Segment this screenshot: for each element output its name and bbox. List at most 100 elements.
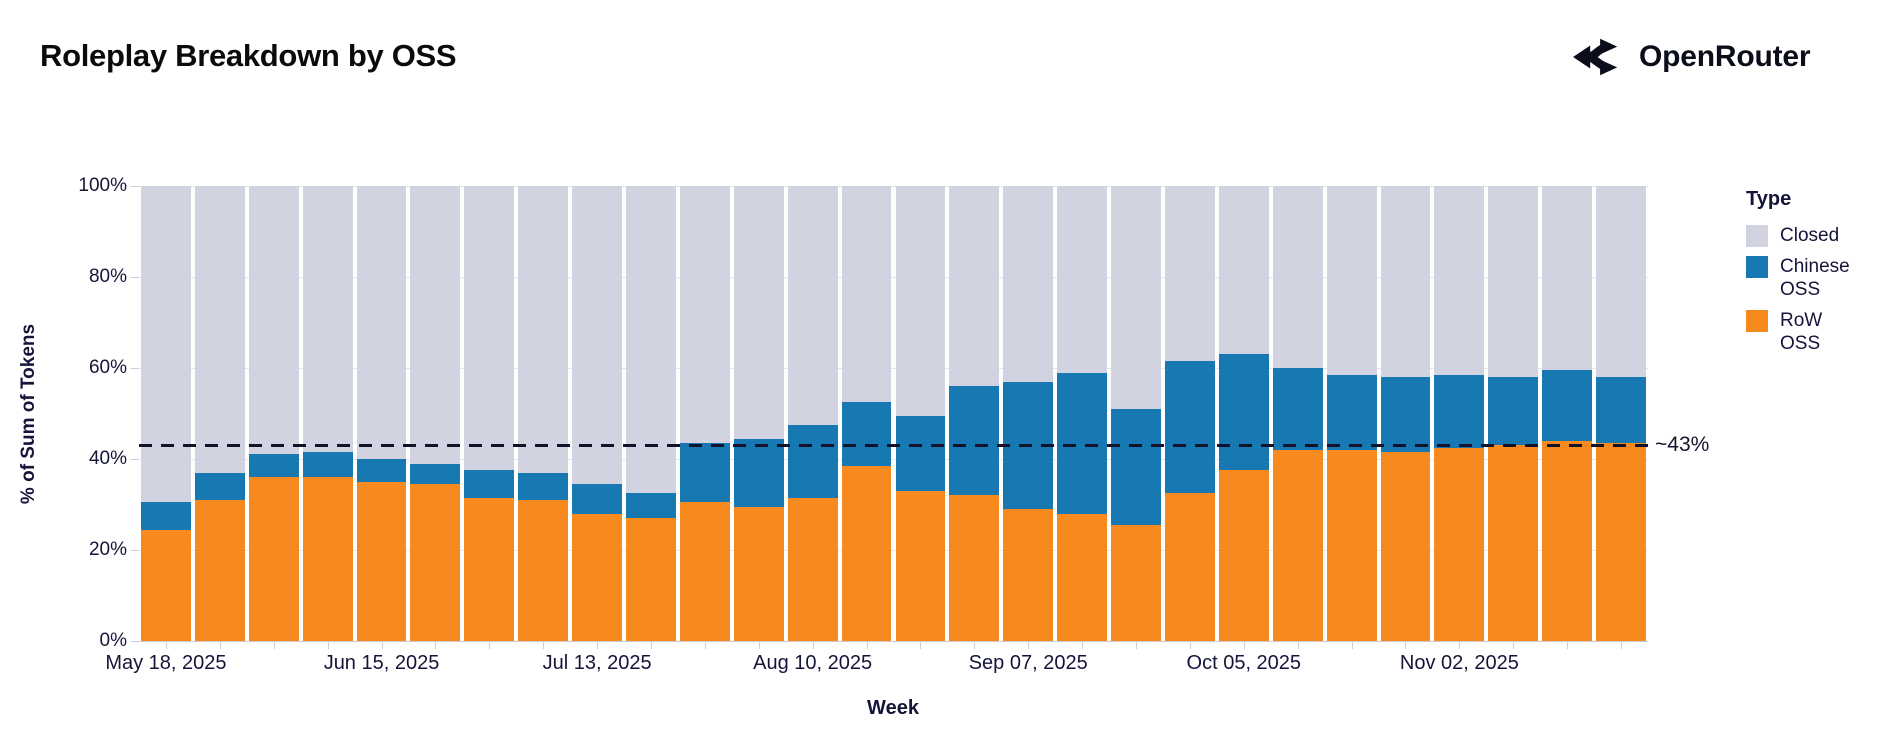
- bar-aug-24-2025: [894, 186, 948, 641]
- bar-segment-closed: [464, 186, 515, 471]
- bar-segment-chinese-oss: [518, 472, 569, 500]
- bar-segment-row-oss: [1111, 524, 1161, 641]
- x-tick-mark-6: [489, 641, 491, 649]
- y-axis-title: % of Sum of Tokens: [18, 323, 39, 504]
- x-tick-mark-15: [974, 641, 976, 649]
- bar-jun-29-2025: [462, 186, 516, 641]
- bar-segment-closed: [1542, 186, 1593, 371]
- legend-items: Closed Chinese OSS RoW OSS: [1746, 225, 1866, 355]
- bar-jul-27-2025: [678, 186, 732, 641]
- bar-segment-chinese-oss: [787, 424, 838, 498]
- y-tick-label-80: 80%: [88, 266, 127, 287]
- x-tick-mark-22: [1351, 641, 1353, 649]
- bar-segment-row-oss: [1218, 470, 1269, 641]
- bar-segment-row-oss: [679, 502, 730, 641]
- bar-segment-closed: [733, 186, 784, 439]
- bar-segment-closed: [1003, 186, 1054, 382]
- bar-segment-closed: [1434, 186, 1485, 375]
- bar-segment-closed: [302, 186, 353, 453]
- bar-segment-closed: [1380, 186, 1431, 378]
- y-tick-label-40: 40%: [88, 448, 127, 469]
- x-axis-title: Week: [867, 697, 919, 719]
- bar-segment-chinese-oss: [248, 454, 299, 478]
- x-tick-mark-4: [381, 641, 383, 649]
- bar-segment-closed: [356, 186, 407, 459]
- bar-segment-chinese-oss: [141, 502, 191, 530]
- bar-oct-19-2025: [1325, 186, 1379, 641]
- bar-segment-chinese-oss: [1164, 361, 1215, 494]
- legend: Type Closed Chinese OSS RoW OSS: [1746, 188, 1866, 355]
- legend-item-chinese-oss: Chinese OSS: [1746, 256, 1866, 301]
- x-tick-label-aug-10-2025: Aug 10, 2025: [753, 652, 873, 674]
- bar-jun-15-2025: [355, 186, 409, 641]
- bar-segment-chinese-oss: [1434, 374, 1485, 448]
- gridline-80: [139, 276, 1648, 278]
- bar-segment-closed: [410, 186, 461, 464]
- page-title: Roleplay Breakdown by OSS: [40, 38, 457, 73]
- x-tick-mark-24: [1459, 641, 1461, 649]
- y-axis-title-wrap: % of Sum of Tokens: [14, 186, 44, 641]
- bar-jul-20-2025: [624, 186, 678, 641]
- bar-jul-13-2025: [570, 186, 624, 641]
- bar-segment-row-oss: [302, 477, 353, 641]
- bar-segment-row-oss: [572, 513, 623, 641]
- legend-label: RoW OSS: [1780, 310, 1823, 354]
- bar-aug-10-2025: [786, 186, 840, 641]
- bar-segment-chinese-oss: [194, 472, 245, 500]
- x-tick-mark-23: [1405, 641, 1407, 649]
- x-tick-mark-25: [1513, 641, 1515, 649]
- bar-segment-chinese-oss: [626, 493, 676, 519]
- x-tick-label-oct-05-2025: Oct 05, 2025: [1186, 652, 1302, 674]
- legend-label: Closed: [1780, 225, 1840, 246]
- bar-segment-row-oss: [1326, 449, 1377, 641]
- bar-segment-row-oss: [141, 529, 191, 641]
- bar-aug-31-2025: [947, 186, 1001, 641]
- brand-name: OpenRouter: [1639, 40, 1811, 73]
- bar-segment-closed: [841, 186, 892, 403]
- bar-segment-chinese-oss: [1057, 372, 1108, 514]
- bar-segment-closed: [1326, 186, 1377, 375]
- bar-segment-row-oss: [1380, 452, 1431, 641]
- bar-segment-row-oss: [248, 477, 299, 641]
- legend-item-row-oss: RoW OSS: [1746, 310, 1866, 355]
- bar-jun-01-2025: [247, 186, 301, 641]
- bar-segment-closed: [1111, 186, 1161, 409]
- bar-nov-23-2025: [1594, 186, 1648, 641]
- y-tick-label-100: 100%: [78, 175, 127, 196]
- bar-segment-row-oss: [518, 499, 569, 641]
- bar-segment-row-oss: [841, 465, 892, 641]
- gridline-60: [139, 367, 1648, 369]
- bar-segment-row-oss: [787, 497, 838, 641]
- reference-line: [139, 443, 1648, 447]
- x-tick-mark-21: [1297, 641, 1299, 649]
- bar-segment-chinese-oss: [302, 452, 353, 478]
- legend-swatch-chinese-oss: [1746, 256, 1768, 279]
- bar-segment-chinese-oss: [1380, 377, 1431, 453]
- reference-line-label: ~43%: [1655, 433, 1710, 457]
- legend-item-closed: Closed: [1746, 225, 1866, 247]
- bar-segment-row-oss: [1434, 447, 1485, 641]
- bar-jun-08-2025: [301, 186, 355, 641]
- bar-oct-05-2025: [1217, 186, 1271, 641]
- openrouter-logo: OpenRouter: [1572, 34, 1811, 80]
- bar-jul-06-2025: [516, 186, 570, 641]
- bar-segment-chinese-oss: [1326, 374, 1377, 450]
- x-tick-mark-17: [1082, 641, 1084, 649]
- bar-segment-closed: [1272, 186, 1323, 368]
- x-tick-mark-12: [812, 641, 814, 649]
- bar-segment-chinese-oss: [1218, 354, 1269, 471]
- x-tick-mark-3: [327, 641, 329, 649]
- bar-segment-chinese-oss: [733, 438, 784, 507]
- x-tick-mark-27: [1621, 641, 1623, 649]
- x-tick-mark-2: [273, 641, 275, 649]
- legend-swatch-row-oss: [1746, 310, 1768, 333]
- bar-segment-row-oss: [895, 490, 946, 641]
- gridline-20: [139, 549, 1648, 551]
- y-tick-label-0: 0%: [99, 630, 127, 651]
- x-tick-mark-26: [1567, 641, 1569, 649]
- bar-segment-closed: [1218, 186, 1269, 355]
- bar-segment-chinese-oss: [464, 470, 515, 498]
- bar-segment-chinese-oss: [895, 415, 946, 491]
- bar-may-25-2025: [193, 186, 247, 641]
